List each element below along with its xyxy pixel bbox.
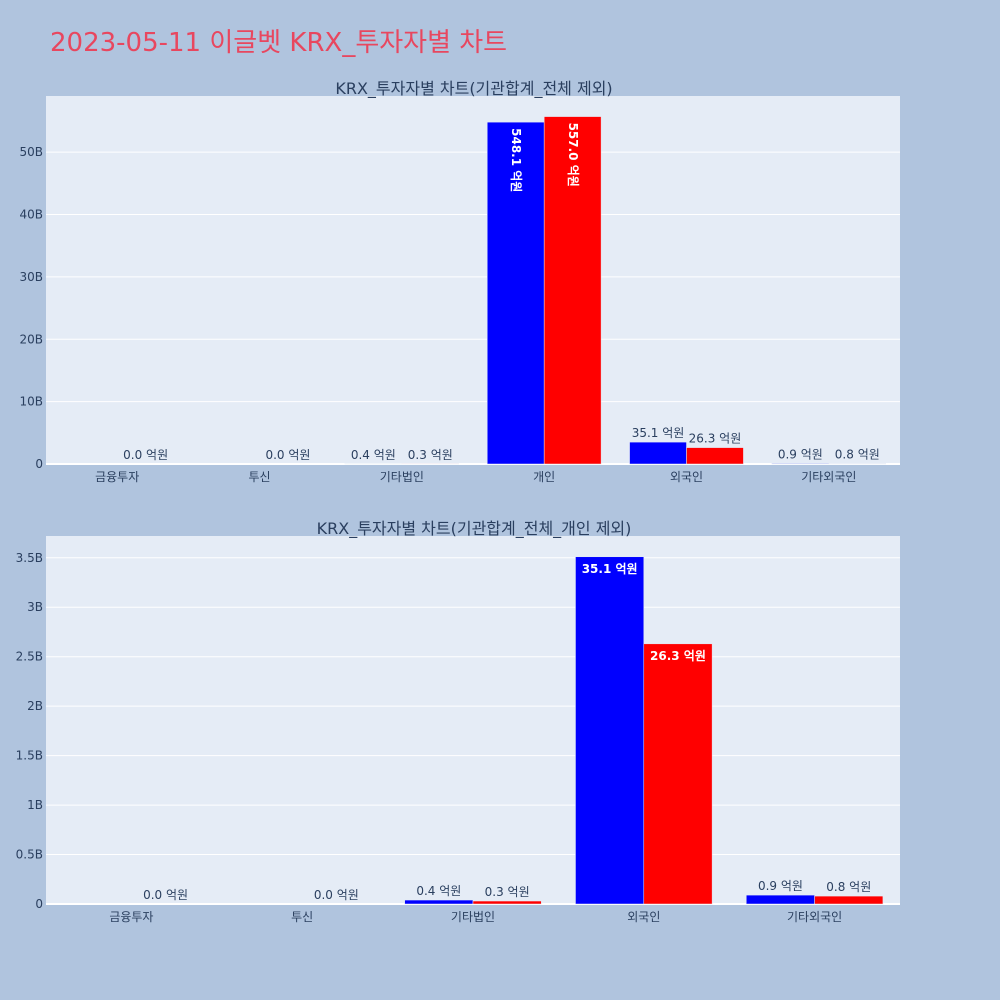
x-tick-label: 기타외국인 bbox=[801, 470, 856, 484]
y-tick-label: 2.5B bbox=[16, 650, 43, 664]
y-tick-label: 30B bbox=[19, 270, 43, 284]
data-label: 0.3 억원 bbox=[485, 885, 530, 899]
bar bbox=[629, 441, 687, 465]
page-title: 2023-05-11 이글벳 KRX_투자자별 차트 bbox=[50, 28, 508, 58]
bar bbox=[814, 895, 884, 905]
bar bbox=[472, 900, 542, 905]
x-tick-label: 금융투자 bbox=[109, 910, 153, 924]
bar bbox=[746, 894, 815, 905]
x-tick-label: 투신 bbox=[248, 470, 270, 484]
y-tick-label: 20B bbox=[19, 332, 43, 346]
data-label: 548.1 억원 bbox=[509, 128, 523, 192]
y-tick-label: 1B bbox=[27, 798, 43, 812]
data-label: 35.1 억원 bbox=[582, 562, 638, 576]
x-tick-label: 개인 bbox=[533, 470, 555, 484]
plot-area bbox=[46, 536, 900, 904]
y-tick-label: 0 bbox=[35, 457, 43, 471]
y-tick-label: 2B bbox=[27, 699, 43, 713]
y-tick-label: 50B bbox=[19, 145, 43, 159]
data-label: 0.3 억원 bbox=[408, 448, 453, 462]
data-label: 0.0 억원 bbox=[265, 448, 310, 462]
data-label: 0.4 억원 bbox=[351, 448, 396, 462]
y-tick-label: 10B bbox=[19, 395, 43, 409]
bar bbox=[686, 447, 744, 465]
x-tick-label: 금융투자 bbox=[95, 470, 139, 484]
data-label: 0.0 억원 bbox=[143, 888, 188, 902]
data-label: 0.9 억원 bbox=[778, 447, 823, 461]
bar bbox=[543, 116, 602, 465]
y-tick-label: 3.5B bbox=[16, 551, 43, 565]
data-label: 0.9 억원 bbox=[758, 879, 803, 893]
data-label: 0.0 억원 bbox=[123, 448, 168, 462]
x-tick-label: 외국인 bbox=[627, 910, 660, 924]
data-label: 26.3 억원 bbox=[650, 649, 706, 663]
x-tick-label: 기타법인 bbox=[380, 470, 424, 484]
data-label: 35.1 억원 bbox=[632, 426, 685, 440]
x-tick-label: 기타외국인 bbox=[787, 910, 842, 924]
bar bbox=[575, 556, 645, 905]
chart-1: 0 10B 20B 30B 40B 50B KRX_투자자별 차트(기관합계_전체 제외) 금… bbox=[19, 79, 900, 484]
x-tick-label: 기타법인 bbox=[451, 910, 495, 924]
data-label: 0.4 억원 bbox=[416, 884, 461, 898]
data-label: 0.0 억원 bbox=[314, 888, 359, 902]
x-tick-label: 투신 bbox=[291, 910, 313, 924]
y-tick-label: 0 bbox=[35, 897, 43, 911]
y-tick-label: 1.5B bbox=[16, 749, 43, 763]
y-tick-label: 0.5B bbox=[16, 848, 43, 862]
chart-title: KRX_투자자별 차트(기관합계_전체 제외) bbox=[335, 79, 612, 99]
data-label: 0.8 억원 bbox=[835, 448, 880, 462]
data-label: 557.0 억원 bbox=[566, 123, 580, 187]
data-label: 0.8 억원 bbox=[826, 880, 871, 894]
plot-area bbox=[46, 96, 900, 464]
bar bbox=[404, 899, 474, 905]
bar bbox=[771, 463, 830, 465]
x-tick-label: 외국인 bbox=[670, 470, 703, 484]
y-tick-label: 40B bbox=[19, 208, 43, 222]
chart-2: 0 0.5B 1B 1.5B 2B 2.5B 3B 3.5B KRX_투자자별 차트(기관합계_… bbox=[16, 519, 900, 924]
bar bbox=[643, 643, 713, 905]
data-label: 26.3 억원 bbox=[689, 432, 742, 446]
chart-title: KRX_투자자별 차트(기관합계_전체_개인 제외) bbox=[317, 519, 632, 539]
y-tick-label: 3B bbox=[27, 600, 43, 614]
